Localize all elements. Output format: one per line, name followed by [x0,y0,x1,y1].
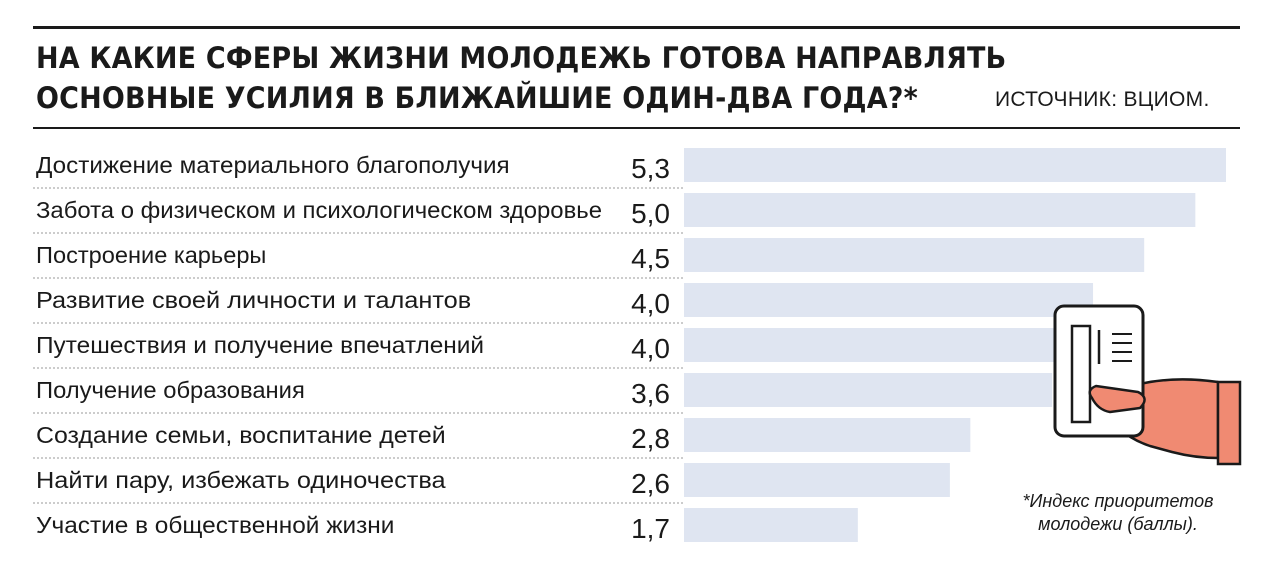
category-label-9: Участие в общественной жизни [36,512,394,538]
footnote-line-1: *Индекс приоритетов [1022,491,1214,511]
category-label-4: Развитие своей личности и талантов [36,287,471,313]
bar-5 [684,328,1094,362]
category-label-7: Создание семьи, воспитание детей [36,422,446,448]
chart-title-line-1: НА КАКИЕ СФЕРЫ ЖИЗНИ МОЛОДЕЖЬ ГОТОВА НАП… [36,41,1007,75]
chart-title: НА КАКИЕ СФЕРЫ ЖИЗНИ МОЛОДЕЖЬ ГОТОВА НАП… [36,38,1059,118]
top-rule [33,26,1240,29]
header-rule [33,127,1240,129]
value-label-9: 1,7 [631,513,670,544]
bar-6 [684,373,1053,407]
value-label-5: 4,0 [631,333,670,364]
category-label-8: Найти пару, избежать одиночества [36,467,447,493]
bar-1 [684,148,1226,182]
value-label-7: 2,8 [631,423,670,454]
value-label-1: 5,3 [631,153,670,184]
footnote: *Индекс приоритетов молодежи (баллы). [1000,490,1236,536]
bar-7 [684,418,971,452]
category-label-5: Путешествия и получение впечатлений [36,332,484,358]
category-label-1: Достижение материального благополучия [36,152,510,178]
bar-4 [684,283,1094,317]
category-label-2: Забота о физическом и психологическом зд… [36,197,602,223]
bar-9 [684,508,858,542]
footnote-line-2: молодежи (баллы). [1038,514,1198,534]
value-label-3: 4,5 [631,243,670,274]
value-label-4: 4,0 [631,288,670,319]
category-label-6: Получение образования [36,377,305,403]
value-label-8: 2,6 [631,468,670,499]
value-label-2: 5,0 [631,198,670,229]
hand-holding-card-icon [1053,304,1242,466]
value-label-6: 3,6 [631,378,670,409]
source-label: ИСТОЧНИК: ВЦИОМ. [995,88,1210,111]
bars-layer: Достижение материального благополучия 5,3… [33,148,1226,544]
bar-8 [684,463,950,497]
chart-title-line-2: ОСНОВНЫЕ УСИЛИЯ В БЛИЖАЙШИЕ ОДИН-ДВА ГОД… [36,81,918,115]
category-label-3: Построение карьеры [36,242,266,268]
bar-2 [684,193,1196,227]
bar-3 [684,238,1145,272]
